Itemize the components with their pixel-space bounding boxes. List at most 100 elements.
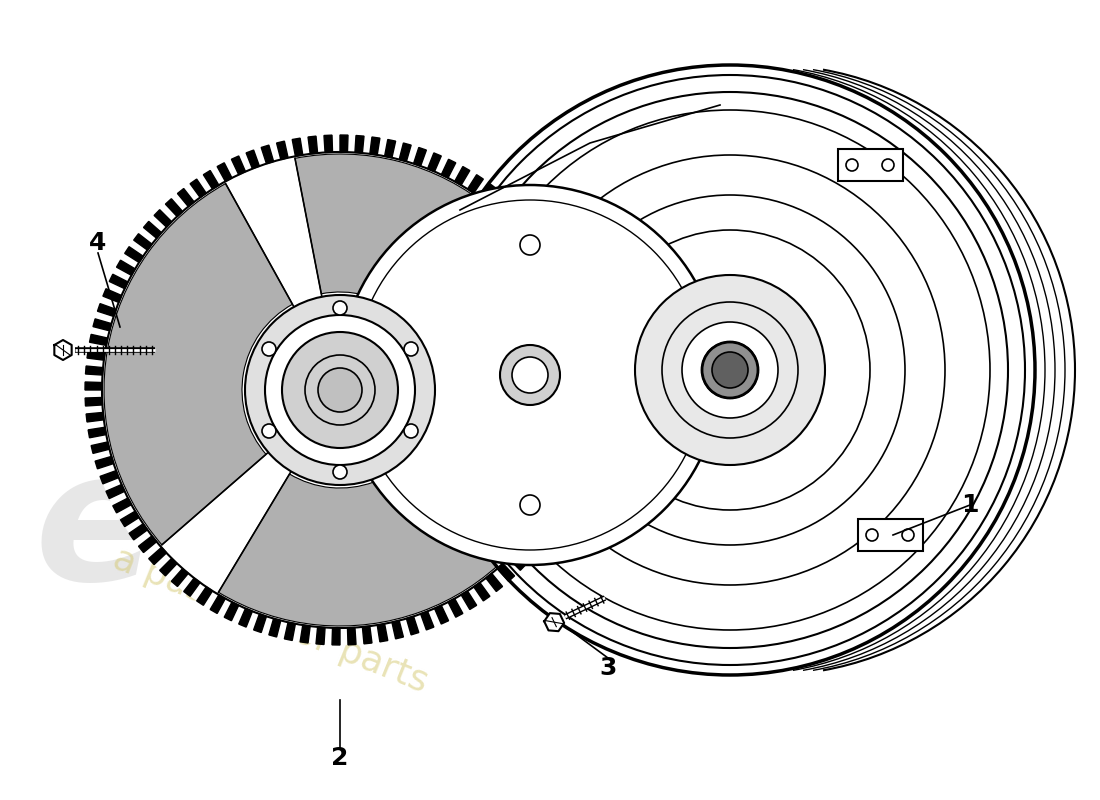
Polygon shape: [300, 625, 310, 643]
Polygon shape: [549, 267, 568, 282]
Polygon shape: [254, 614, 266, 633]
Polygon shape: [578, 390, 595, 398]
Wedge shape: [219, 422, 563, 626]
Polygon shape: [98, 304, 117, 317]
Polygon shape: [406, 616, 419, 635]
Polygon shape: [399, 143, 411, 162]
Text: 1: 1: [961, 493, 979, 517]
Polygon shape: [106, 485, 124, 498]
Wedge shape: [104, 183, 293, 545]
Polygon shape: [268, 618, 280, 637]
Circle shape: [635, 275, 825, 465]
Polygon shape: [85, 398, 102, 406]
Polygon shape: [524, 227, 541, 244]
Polygon shape: [508, 553, 526, 570]
Circle shape: [512, 357, 548, 393]
Circle shape: [882, 159, 894, 171]
Polygon shape: [569, 449, 587, 461]
Polygon shape: [100, 470, 119, 484]
Polygon shape: [414, 147, 427, 166]
Polygon shape: [434, 606, 449, 624]
Polygon shape: [308, 136, 318, 154]
Polygon shape: [576, 405, 594, 414]
Circle shape: [846, 159, 858, 171]
Polygon shape: [139, 536, 156, 553]
Text: 3: 3: [600, 656, 617, 680]
Polygon shape: [544, 505, 563, 520]
Circle shape: [318, 368, 362, 412]
Polygon shape: [276, 141, 288, 159]
Polygon shape: [177, 189, 194, 206]
Polygon shape: [420, 611, 433, 630]
Circle shape: [262, 424, 276, 438]
Polygon shape: [217, 162, 232, 182]
Bar: [838, 149, 903, 181]
Polygon shape: [362, 626, 372, 644]
Polygon shape: [528, 530, 547, 546]
Circle shape: [85, 135, 595, 645]
Polygon shape: [86, 412, 103, 422]
Polygon shape: [392, 621, 404, 639]
Circle shape: [333, 301, 346, 315]
Polygon shape: [480, 184, 496, 202]
Circle shape: [520, 495, 540, 515]
Polygon shape: [552, 491, 571, 506]
Polygon shape: [154, 210, 172, 227]
Polygon shape: [574, 342, 592, 353]
Circle shape: [404, 424, 418, 438]
Circle shape: [500, 345, 560, 405]
Polygon shape: [474, 582, 490, 601]
Polygon shape: [184, 578, 200, 596]
Polygon shape: [532, 240, 551, 256]
Polygon shape: [559, 478, 578, 491]
Polygon shape: [165, 198, 183, 217]
Text: 4: 4: [89, 231, 107, 255]
Polygon shape: [85, 382, 102, 390]
Polygon shape: [537, 518, 556, 534]
Polygon shape: [113, 498, 131, 513]
Polygon shape: [316, 627, 326, 645]
Polygon shape: [86, 366, 103, 375]
Polygon shape: [95, 456, 113, 469]
Polygon shape: [428, 153, 441, 171]
Polygon shape: [503, 204, 520, 222]
Circle shape: [902, 529, 914, 541]
Text: 2: 2: [331, 746, 349, 770]
Circle shape: [520, 235, 540, 255]
Polygon shape: [88, 427, 107, 438]
Text: eu: eu: [34, 442, 285, 618]
Polygon shape: [239, 609, 252, 627]
Polygon shape: [575, 420, 593, 430]
Circle shape: [404, 342, 418, 356]
Polygon shape: [492, 194, 508, 211]
Circle shape: [702, 342, 758, 398]
Circle shape: [866, 529, 878, 541]
Polygon shape: [91, 442, 110, 454]
Polygon shape: [89, 334, 108, 346]
Polygon shape: [285, 622, 296, 641]
Wedge shape: [295, 154, 576, 394]
Polygon shape: [246, 150, 260, 169]
Polygon shape: [514, 215, 531, 233]
Polygon shape: [231, 156, 245, 174]
Circle shape: [333, 465, 346, 479]
Polygon shape: [572, 434, 591, 446]
Polygon shape: [210, 595, 225, 614]
Polygon shape: [576, 358, 594, 368]
Polygon shape: [348, 627, 356, 645]
Polygon shape: [124, 246, 143, 262]
Polygon shape: [117, 260, 135, 275]
Polygon shape: [224, 602, 239, 621]
Circle shape: [702, 342, 758, 398]
Polygon shape: [385, 139, 396, 158]
Polygon shape: [293, 138, 303, 156]
Polygon shape: [497, 563, 515, 582]
Polygon shape: [461, 591, 476, 610]
Circle shape: [712, 352, 748, 388]
Circle shape: [245, 295, 434, 485]
Polygon shape: [468, 174, 483, 193]
Polygon shape: [355, 135, 364, 153]
Polygon shape: [566, 311, 585, 324]
Polygon shape: [561, 296, 580, 310]
Circle shape: [340, 185, 720, 565]
